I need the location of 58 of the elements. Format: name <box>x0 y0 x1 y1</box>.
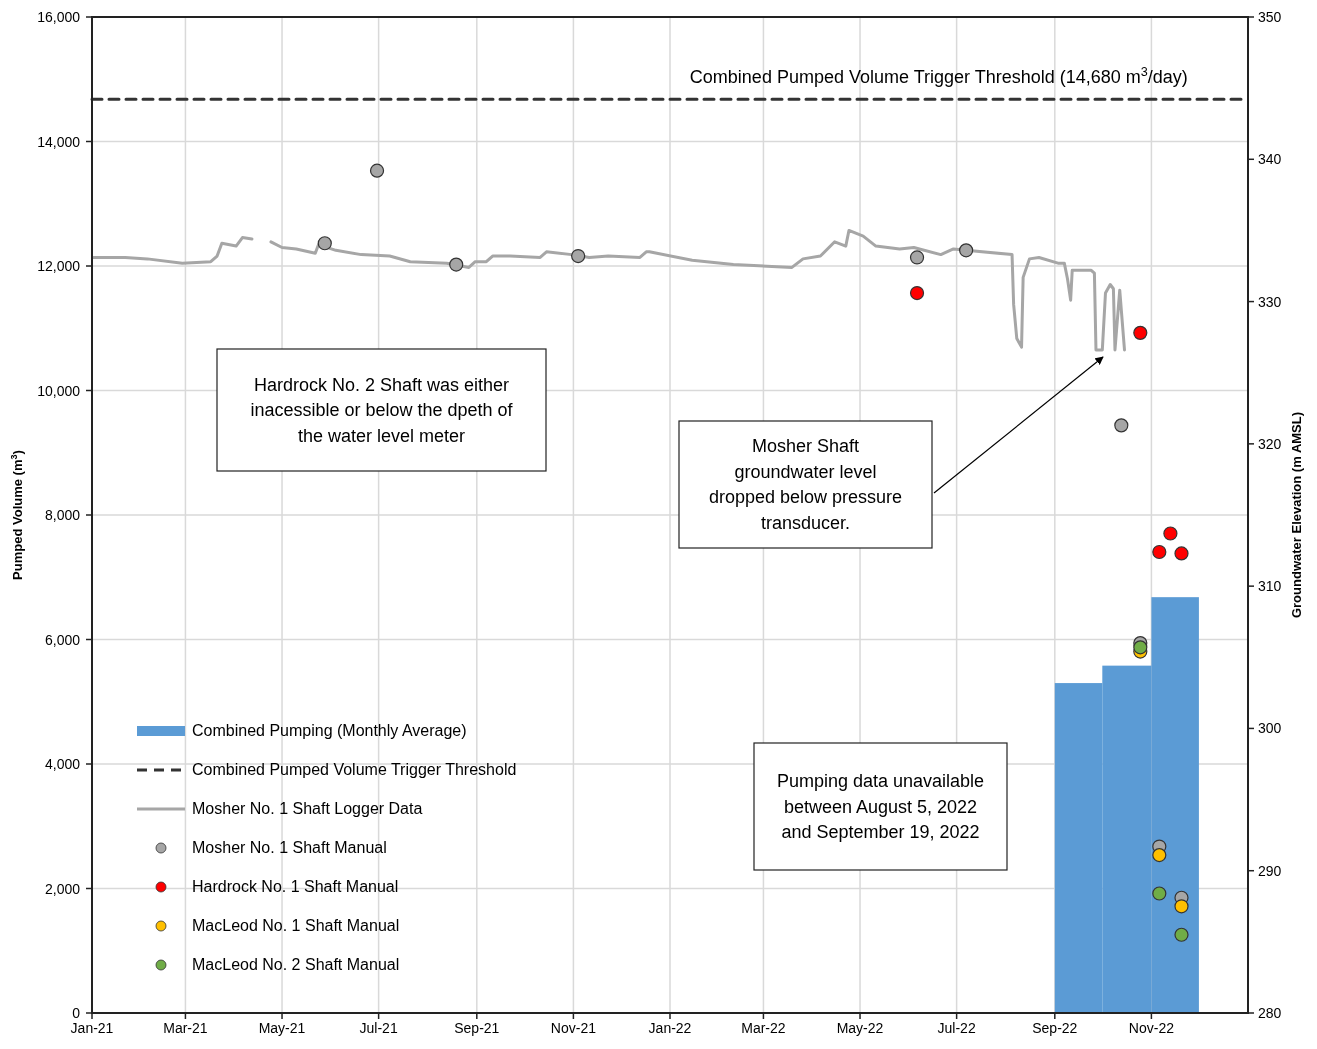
legend-label: Combined Pumping (Monthly Average) <box>192 722 467 739</box>
point <box>317 236 332 251</box>
y2-tick-label: 320 <box>1258 435 1282 452</box>
point <box>1133 640 1148 655</box>
y-tick-label: 0 <box>72 1005 81 1021</box>
x-tick-label: Nov-22 <box>1128 1020 1175 1036</box>
point <box>1174 546 1189 561</box>
point <box>959 243 974 258</box>
x-tick-label: Mar-22 <box>741 1020 786 1036</box>
point <box>909 250 925 265</box>
point <box>1152 847 1167 863</box>
y2-tick-label: 300 <box>1258 720 1282 737</box>
y-tick-label: 6,000 <box>44 631 81 648</box>
point <box>449 257 464 272</box>
x-tick-label: Sep-21 <box>454 1020 500 1036</box>
annotation: Mosher Shaft groundwater level dropped below pressure transducer. <box>708 436 903 533</box>
x-tick-label: Mar-21 <box>163 1020 208 1036</box>
point <box>1174 899 1189 914</box>
y-tick-label: 16,000 <box>37 9 81 25</box>
x-tick-label: Jan-21 <box>70 1020 114 1036</box>
y-tick-label: 10,000 <box>37 382 81 399</box>
x-tick-label: Sep-22 <box>1032 1020 1078 1036</box>
y-tick-label: 4,000 <box>44 756 81 772</box>
y2-tick-label: 330 <box>1258 293 1282 310</box>
annotation: Hardrock No. 2 Shaft was either inacessible or below the dpeth of the water level meter <box>250 374 514 446</box>
point <box>1114 418 1129 433</box>
legend-label: MacLeod No. 1 Shaft Manual <box>192 917 400 934</box>
y2-tick-label: 290 <box>1258 862 1282 879</box>
x-tick-label: Nov-21 <box>550 1020 597 1036</box>
legend-label: Mosher No. 1 Shaft Logger Data <box>192 800 423 817</box>
point <box>1174 927 1189 942</box>
annotation: Pumping data unavailable between August 5, 2022 and September 19, 2022 <box>776 771 985 842</box>
point <box>369 163 385 178</box>
y-tick-label: 12,000 <box>37 258 81 274</box>
y-tick-label: 14,000 <box>37 133 81 150</box>
x-tick-label: May-21 <box>258 1020 306 1036</box>
y2-axis-title: Groundwater Elevation (m AMSL) <box>1289 411 1304 619</box>
point <box>1152 886 1167 901</box>
y2-tick-label: 280 <box>1258 1005 1282 1021</box>
y2-tick-label: 350 <box>1258 9 1282 25</box>
point <box>909 285 925 301</box>
x-tick-label: Jan-22 <box>648 1020 692 1036</box>
y2-tick-label: 310 <box>1258 578 1282 595</box>
legend-label: Hardrock No. 1 Shaft Manual <box>192 878 399 895</box>
point <box>1133 325 1148 340</box>
annotation: Combined Pumped Volume Trigger Threshold (14,680 m$^{3}$/day) <box>689 65 1188 88</box>
point <box>1152 544 1167 560</box>
legend-label: MacLeod No. 2 Shaft Manual <box>192 956 400 973</box>
point <box>1163 526 1178 541</box>
y-tick-label: 2,000 <box>44 880 81 897</box>
legend-label: Mosher No. 1 Shaft Manual <box>192 839 387 856</box>
x-tick-label: Jul-22 <box>937 1020 976 1036</box>
y2-tick-label: 340 <box>1258 151 1282 168</box>
x-tick-label: Jul-21 <box>359 1020 398 1036</box>
y-tick-label: 8,000 <box>44 507 81 523</box>
legend-label: Combined Pumped Volume Trigger Threshold <box>192 761 517 778</box>
point <box>571 248 586 264</box>
x-tick-label: May-22 <box>836 1020 884 1036</box>
